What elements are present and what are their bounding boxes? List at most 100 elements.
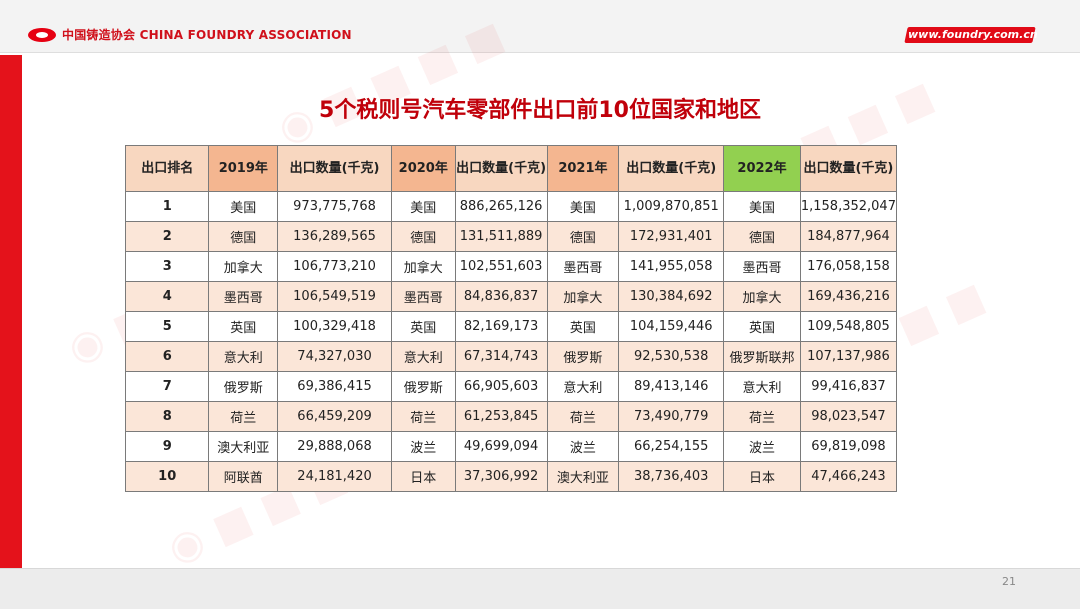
quantity-cell: 169,436,216 <box>799 281 898 312</box>
country-cell: 加拿大 <box>546 281 620 312</box>
rank-cell: 4 <box>124 281 210 312</box>
country-cell: 英国 <box>723 311 801 342</box>
country-cell: 澳大利亚 <box>546 461 620 492</box>
column-header: 出口数量(千克) <box>277 145 392 192</box>
quantity-cell: 109,548,805 <box>799 311 898 342</box>
quantity-cell: 84,836,837 <box>454 281 548 312</box>
footer-bar <box>0 568 1080 609</box>
country-cell: 美国 <box>208 191 279 222</box>
rank-cell: 6 <box>124 341 210 372</box>
quantity-cell: 82,169,173 <box>454 311 548 342</box>
country-cell: 阿联酋 <box>208 461 279 492</box>
quantity-cell: 131,511,889 <box>454 221 548 252</box>
table-row: 3 加拿大 106,773,210 加拿大 102,551,603 墨西哥 141,955,… <box>124 251 898 282</box>
quantity-cell: 66,254,155 <box>618 431 725 462</box>
country-cell: 德国 <box>723 221 801 252</box>
quantity-cell: 107,137,986 <box>799 341 898 372</box>
country-cell: 俄罗斯 <box>546 341 620 372</box>
country-cell: 波兰 <box>390 431 456 462</box>
country-cell: 加拿大 <box>723 281 801 312</box>
quantity-cell: 49,699,094 <box>454 431 548 462</box>
quantity-cell: 176,058,158 <box>799 251 898 282</box>
country-cell: 英国 <box>546 311 620 342</box>
table-row: 7 俄罗斯 69,386,415 俄罗斯 66,905,603 意大利 89,413,146… <box>124 371 898 402</box>
quantity-cell: 29,888,068 <box>277 431 392 462</box>
country-cell: 俄罗斯联邦 <box>723 341 801 372</box>
page-number: 21 <box>1002 575 1016 588</box>
country-cell: 墨西哥 <box>390 281 456 312</box>
quantity-cell: 99,416,837 <box>799 371 898 402</box>
quantity-cell: 66,905,603 <box>454 371 548 402</box>
country-cell: 墨西哥 <box>546 251 620 282</box>
quantity-cell: 61,253,845 <box>454 401 548 432</box>
country-cell: 波兰 <box>546 431 620 462</box>
rank-cell: 9 <box>124 431 210 462</box>
table-row: 2 德国 136,289,565 德国 131,511,889 德国 172,931,401… <box>124 221 898 252</box>
rank-cell: 1 <box>124 191 210 222</box>
quantity-cell: 24,181,420 <box>277 461 392 492</box>
country-cell: 意大利 <box>390 341 456 372</box>
country-cell: 德国 <box>208 221 279 252</box>
quantity-cell: 102,551,603 <box>454 251 548 282</box>
left-accent-bar <box>0 55 22 568</box>
country-cell: 德国 <box>546 221 620 252</box>
country-cell: 美国 <box>390 191 456 222</box>
quantity-cell: 136,289,565 <box>277 221 392 252</box>
country-cell: 荷兰 <box>390 401 456 432</box>
quantity-cell: 98,023,547 <box>799 401 898 432</box>
quantity-cell: 886,265,126 <box>454 191 548 222</box>
country-cell: 意大利 <box>208 341 279 372</box>
rank-cell: 10 <box>124 461 210 492</box>
rank-cell: 3 <box>124 251 210 282</box>
country-cell: 墨西哥 <box>208 281 279 312</box>
rank-cell: 7 <box>124 371 210 402</box>
rank-cell: 5 <box>124 311 210 342</box>
quantity-cell: 184,877,964 <box>799 221 898 252</box>
column-header: 出口排名 <box>124 145 210 192</box>
country-cell: 意大利 <box>546 371 620 402</box>
country-cell: 日本 <box>723 461 801 492</box>
quantity-cell: 67,314,743 <box>454 341 548 372</box>
country-cell: 意大利 <box>723 371 801 402</box>
country-cell: 英国 <box>208 311 279 342</box>
header-bar <box>0 0 1080 53</box>
quantity-cell: 69,819,098 <box>799 431 898 462</box>
column-header: 出口数量(千克) <box>454 145 548 192</box>
quantity-cell: 89,413,146 <box>618 371 725 402</box>
country-cell: 美国 <box>723 191 801 222</box>
country-cell: 俄罗斯 <box>390 371 456 402</box>
quantity-cell: 973,775,768 <box>277 191 392 222</box>
country-cell: 德国 <box>390 221 456 252</box>
table-row: 10 阿联酋 24,181,420 日本 37,306,992 澳大利亚 38,736,40… <box>124 461 898 492</box>
quantity-cell: 1,009,870,851 <box>618 191 725 222</box>
column-header: 出口数量(千克) <box>799 145 898 192</box>
site-link[interactable]: www.foundry.com.cn <box>908 28 1038 41</box>
quantity-cell: 92,530,538 <box>618 341 725 372</box>
country-cell: 波兰 <box>723 431 801 462</box>
country-cell: 荷兰 <box>208 401 279 432</box>
column-header: 2021年 <box>546 145 620 192</box>
quantity-cell: 100,329,418 <box>277 311 392 342</box>
quantity-cell: 37,306,992 <box>454 461 548 492</box>
quantity-cell: 38,736,403 <box>618 461 725 492</box>
quantity-cell: 130,384,692 <box>618 281 725 312</box>
quantity-cell: 66,459,209 <box>277 401 392 432</box>
table-header-row: 出口排名 2019年 出口数量(千克) 2020年 出口数量(千克) 2021年 出口数量(… <box>124 145 898 192</box>
country-cell: 美国 <box>546 191 620 222</box>
column-header: 出口数量(千克) <box>618 145 725 192</box>
country-cell: 日本 <box>390 461 456 492</box>
country-cell: 荷兰 <box>546 401 620 432</box>
quantity-cell: 106,549,519 <box>277 281 392 312</box>
export-ranking-table: 出口排名 2019年 出口数量(千克) 2020年 出口数量(千克) 2021年 出口数量(… <box>124 145 898 492</box>
quantity-cell: 1,158,352,047 <box>799 191 898 222</box>
slide-title: 5个税则号汽车零部件出口前10位国家和地区 <box>319 98 761 123</box>
column-header: 2022年 <box>723 145 801 192</box>
quantity-cell: 172,931,401 <box>618 221 725 252</box>
quantity-cell: 73,490,779 <box>618 401 725 432</box>
country-cell: 澳大利亚 <box>208 431 279 462</box>
quantity-cell: 106,773,210 <box>277 251 392 282</box>
table-row: 5 英国 100,329,418 英国 82,169,173 英国 104,159,446 英… <box>124 311 898 342</box>
rank-cell: 2 <box>124 221 210 252</box>
country-cell: 俄罗斯 <box>208 371 279 402</box>
country-cell: 加拿大 <box>208 251 279 282</box>
